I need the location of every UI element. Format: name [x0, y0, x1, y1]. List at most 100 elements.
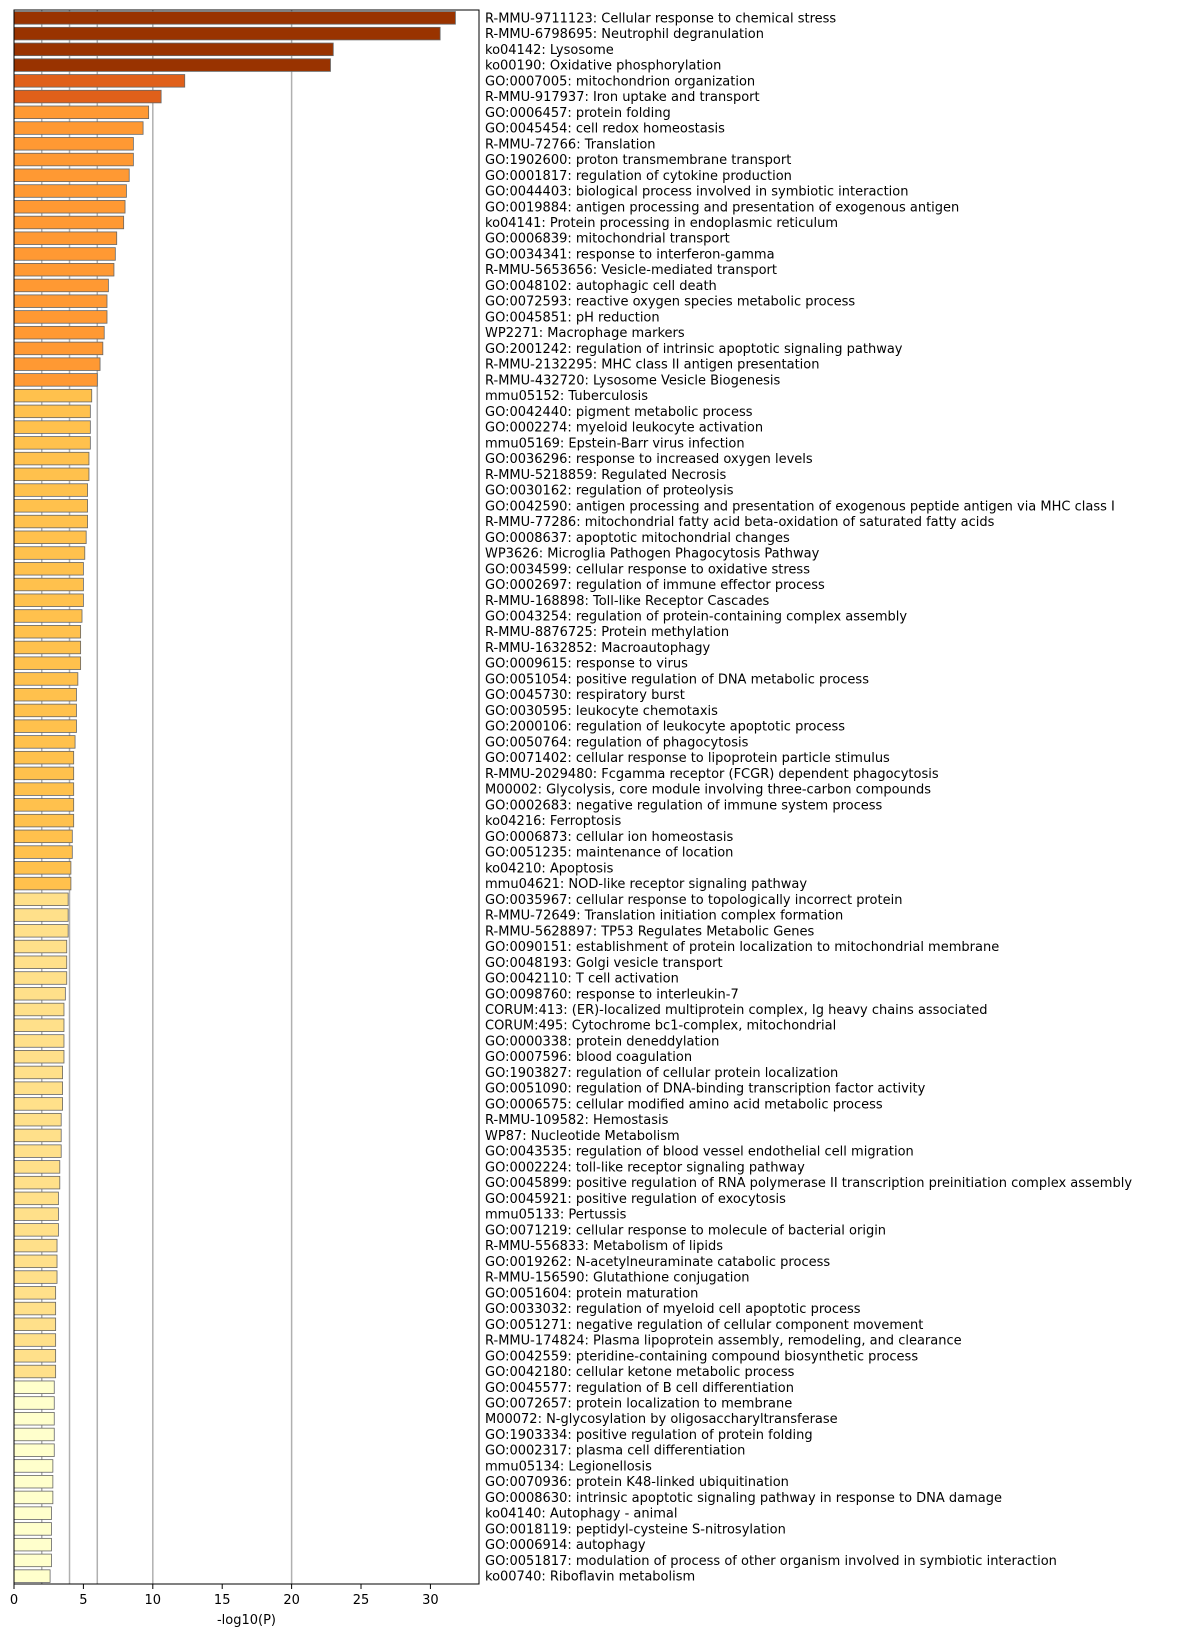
bar [13, 74, 186, 88]
bar [13, 813, 75, 828]
bar [13, 892, 69, 907]
bar [13, 121, 144, 135]
category-label: GO:0045899: positive regulation of RNA p… [485, 1176, 1132, 1191]
category-label: GO:0002683: negative regulation of immun… [485, 798, 883, 813]
category-label: GO:0019884: antigen processing and prese… [485, 200, 959, 215]
bar [13, 703, 77, 718]
bar [13, 829, 73, 844]
category-label: GO:0008637: apoptotic mitochondrial chan… [485, 531, 790, 546]
category-label: GO:0002697: regulation of immune effecto… [485, 578, 825, 593]
category-label: GO:1903334: positive regulation of prote… [485, 1428, 813, 1443]
bar [13, 1270, 58, 1284]
category-label: ko04141: Protein processing in endoplasm… [485, 216, 838, 231]
category-label: R-MMU-109582: Hemostasis [485, 1113, 669, 1128]
category-label: R-MMU-8876725: Protein methylation [485, 625, 729, 640]
bar [13, 1191, 59, 1206]
category-label: GO:0006873: cellular ion homeostasis [485, 830, 733, 845]
bar [13, 105, 150, 120]
bar [13, 1175, 61, 1190]
category-label: GO:0001817: regulation of cytokine produ… [485, 169, 792, 184]
bar [13, 1097, 63, 1111]
bar [13, 735, 76, 749]
plot-frame [13, 9, 480, 1585]
bar [13, 876, 72, 891]
bar [13, 719, 77, 733]
category-label: GO:0034599: cellular response to oxidati… [485, 562, 810, 577]
bar [13, 971, 68, 985]
category-label: GO:0002274: myeloid leukocyte activation [485, 421, 763, 436]
bar [13, 656, 82, 670]
category-label: GO:0051054: positive regulation of DNA m… [485, 672, 869, 687]
bar [13, 1537, 52, 1552]
category-label: GO:0036296: response to increased oxygen… [485, 452, 813, 467]
category-label: GO:0007596: blood coagulation [485, 1050, 692, 1065]
bar [13, 672, 79, 686]
category-label: GO:0045851: pH reduction [485, 310, 660, 325]
bar [13, 1254, 58, 1269]
category-label: GO:1903827: regulation of cellular prote… [485, 1066, 838, 1081]
bar [13, 1112, 62, 1127]
category-label: R-MMU-2029480: Fcgamma receptor (FCGR) d… [485, 767, 939, 782]
x-tick-label: 5 [79, 1593, 87, 1608]
bar [13, 1474, 54, 1489]
category-label: R-MMU-5653656: Vesicle-mediated transpor… [485, 263, 777, 278]
category-label: WP87: Nucleotide Metabolism [485, 1129, 680, 1144]
category-label: GO:0008630: intrinsic apoptotic signalin… [485, 1491, 1002, 1506]
category-label: R-MMU-1632852: Macroautophagy [485, 641, 711, 656]
category-label: GO:0034341: response to interferon-gamma [485, 247, 775, 262]
category-label: GO:0090151: establishment of protein loc… [485, 940, 999, 955]
x-tick-label: 0 [10, 1593, 18, 1608]
category-label: GO:0000338: protein deneddylation [485, 1034, 719, 1049]
bar [13, 782, 75, 796]
bar [13, 1128, 62, 1143]
category-label: GO:0002224: toll-like receptor signaling… [485, 1160, 805, 1175]
bar [13, 1317, 57, 1331]
bar [13, 26, 441, 41]
bar [13, 1522, 52, 1536]
category-label: R-MMU-2132295: MHC class II antigen pres… [485, 358, 819, 373]
bar [13, 1034, 65, 1048]
category-label: GO:0042590: antigen processing and prese… [485, 499, 1115, 514]
category-label: GO:0045454: cell redox homeostasis [485, 122, 725, 137]
category-label: ko04140: Autophagy - animal [485, 1507, 678, 1522]
bar [13, 467, 90, 482]
x-axis: 0 5 10 15 20 25 30 [10, 1584, 439, 1608]
category-label: R-MMU-9711123: Cellular response to chem… [485, 11, 836, 26]
category-label: R-MMU-5218859: Regulated Necrosis [485, 468, 727, 483]
category-label: GO:0045730: respiratory burst [485, 688, 685, 703]
bar [13, 499, 88, 513]
category-label: R-MMU-556833: Metabolism of lipids [485, 1239, 723, 1254]
bar [13, 1081, 63, 1095]
bar [13, 609, 83, 623]
category-label: ko00740: Riboflavin metabolism [485, 1570, 695, 1585]
bar [13, 1427, 55, 1442]
category-label: GO:0006914: autophagy [485, 1538, 646, 1553]
category-label: GO:0006575: cellular modified amino acid… [485, 1097, 883, 1112]
category-label: ko04142: Lysosome [485, 43, 614, 58]
category-label: R-MMU-917937: Iron uptake and transport [485, 90, 760, 105]
x-tick-label: 30 [422, 1593, 439, 1608]
x-axis-label: -log10(P) [217, 1613, 276, 1628]
bar [13, 89, 162, 104]
category-label: R-MMU-77286: mitochondrial fatty acid be… [485, 515, 995, 530]
bar [13, 1286, 57, 1300]
category-label: GO:0019262: N-acetylneuraminate cataboli… [485, 1255, 830, 1270]
category-label: M00072: N-glycosylation by oligosacchary… [485, 1412, 838, 1427]
bar [13, 908, 69, 922]
category-label: GO:0035967: cellular response to topolog… [485, 893, 902, 908]
bar [13, 1412, 55, 1426]
bar [13, 1223, 59, 1237]
category-label: GO:0050764: regulation of phagocytosis [485, 735, 749, 750]
category-label: GO:0033032: regulation of myeloid cell a… [485, 1302, 861, 1317]
bar [13, 184, 127, 198]
category-label: GO:0042440: pigment metabolic process [485, 405, 753, 420]
bar [13, 483, 88, 497]
category-label: R-MMU-5628897: TP53 Regulates Metabolic … [485, 924, 815, 939]
category-label: CORUM:495: Cytochrome bc1-complex, mitoc… [485, 1019, 836, 1034]
category-label: R-MMU-6798695: Neutrophil degranulation [485, 27, 764, 42]
bar [13, 200, 126, 214]
category-label: GO:0072593: reactive oxygen species meta… [485, 295, 855, 310]
bar [13, 1238, 58, 1253]
bar [13, 1065, 63, 1080]
bar [13, 420, 91, 434]
